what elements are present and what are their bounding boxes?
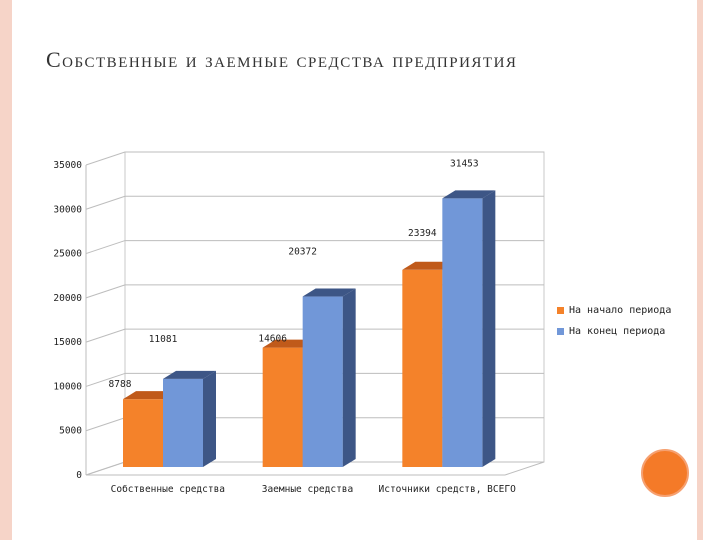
gridline-side-5 <box>85 240 126 255</box>
bar-s1-c0 <box>163 378 203 467</box>
legend-item-start: На начало периода <box>557 300 671 321</box>
legend-item-end: На конец периода <box>557 321 671 342</box>
bar-top-s1-c0 <box>163 370 216 379</box>
data-label-s0-c2: 23394 <box>408 228 437 239</box>
bar-side-s1-c0 <box>203 370 216 467</box>
y-tick-label-6: 30000 <box>53 204 82 215</box>
y-tick-label-3: 15000 <box>53 337 82 348</box>
bar-s0-c1 <box>262 347 303 467</box>
slide-title: Собственные и заемные средства предприят… <box>46 47 518 72</box>
bar-side-s1-c2 <box>482 190 496 467</box>
bar-top-s0-c2 <box>402 261 456 270</box>
gridline-side-3 <box>85 328 126 343</box>
data-label-s0-c0: 8788 <box>109 379 132 390</box>
decorative-circle <box>641 449 689 497</box>
y-tick-label-5: 25000 <box>53 249 82 260</box>
data-label-s0-c1: 14606 <box>258 334 287 345</box>
chart-legend: На начало периода На конец периода <box>557 300 671 342</box>
data-label-s1-c0: 11081 <box>149 334 178 345</box>
data-label-s1-c1: 20372 <box>288 247 317 258</box>
data-label-s1-c2: 31453 <box>450 158 479 169</box>
legend-swatch-end <box>557 328 564 335</box>
x-tick-label-2: Источники средств, ВСЕГО <box>379 484 517 495</box>
bar-s1-c2 <box>442 198 483 467</box>
bar-top-s1-c2 <box>442 190 496 199</box>
bar-s0-c0 <box>123 399 163 467</box>
gridline-side-2 <box>85 372 126 387</box>
legend-label-end: На конец периода <box>569 326 666 337</box>
y-tick-label-7: 35000 <box>53 160 82 171</box>
y-tick-label-1: 5000 <box>59 426 82 437</box>
bar-top-s1-c1 <box>302 288 356 297</box>
legend-label-start: На начало периода <box>569 305 672 316</box>
gridline-side-6 <box>85 195 126 210</box>
gridline-side-7 <box>85 151 126 166</box>
y-tick-label-2: 10000 <box>53 381 82 392</box>
y-tick-label-0: 0 <box>76 470 82 481</box>
slide-frame-right <box>697 0 703 540</box>
bar-s0-c2 <box>402 269 443 467</box>
x-tick-label-0: Собственные средства <box>111 484 225 495</box>
gridline-side-1 <box>85 417 126 432</box>
bar-top-s0-c1 <box>262 339 316 348</box>
legend-swatch-start <box>557 307 564 314</box>
slide-frame-left <box>0 0 12 540</box>
gridline-side-4 <box>85 284 126 299</box>
slide-frame-right-inner <box>703 0 720 540</box>
bar-s1-c1 <box>302 296 343 467</box>
bar-top-s0-c0 <box>123 391 176 400</box>
bar-side-s1-c1 <box>342 288 356 467</box>
y-tick-label-4: 20000 <box>53 293 82 304</box>
x-tick-label-1: Заемные средства <box>262 484 354 495</box>
